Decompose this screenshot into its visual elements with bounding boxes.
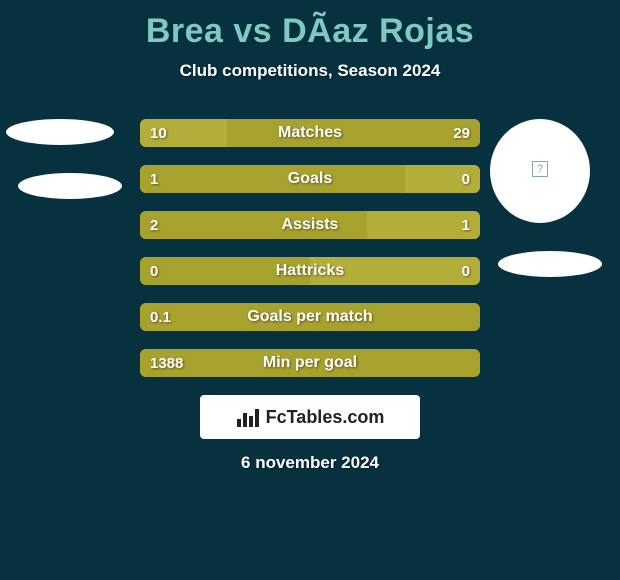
decorative-oval bbox=[498, 251, 602, 277]
page-title: Brea vs DÃ­az Rojas bbox=[0, 0, 620, 51]
stat-label: Min per goal bbox=[140, 349, 480, 377]
stat-label: Hattricks bbox=[140, 257, 480, 285]
stat-bar-row: 10Goals bbox=[140, 165, 480, 193]
image-placeholder-icon: ? bbox=[532, 161, 548, 177]
stat-label: Assists bbox=[140, 211, 480, 239]
stat-bar-row: 0.1Goals per match bbox=[140, 303, 480, 331]
page-subtitle: Club competitions, Season 2024 bbox=[0, 61, 620, 81]
source-logo: FcTables.com bbox=[200, 395, 420, 439]
date-text: 6 november 2024 bbox=[0, 453, 620, 473]
stat-label: Goals per match bbox=[140, 303, 480, 331]
decorative-oval bbox=[6, 119, 114, 145]
chart-icon bbox=[236, 407, 260, 427]
stat-bar-row: 21Assists bbox=[140, 211, 480, 239]
source-logo-text: FcTables.com bbox=[266, 407, 385, 428]
content-area: 1029Matches 10Goals 21Assists 00Hattricks 0.… bbox=[0, 119, 620, 473]
decorative-oval bbox=[18, 173, 122, 199]
comparison-infographic: Brea vs DÃ­az Rojas Club competitions, S… bbox=[0, 0, 620, 580]
stat-label: Matches bbox=[140, 119, 480, 147]
stat-label: Goals bbox=[140, 165, 480, 193]
stat-bar-row: 1029Matches bbox=[140, 119, 480, 147]
stat-bar-row: 00Hattricks bbox=[140, 257, 480, 285]
stat-bars: 1029Matches 10Goals 21Assists 00Hattricks 0.… bbox=[140, 119, 480, 377]
stat-bar-row: 1388Min per goal bbox=[140, 349, 480, 377]
